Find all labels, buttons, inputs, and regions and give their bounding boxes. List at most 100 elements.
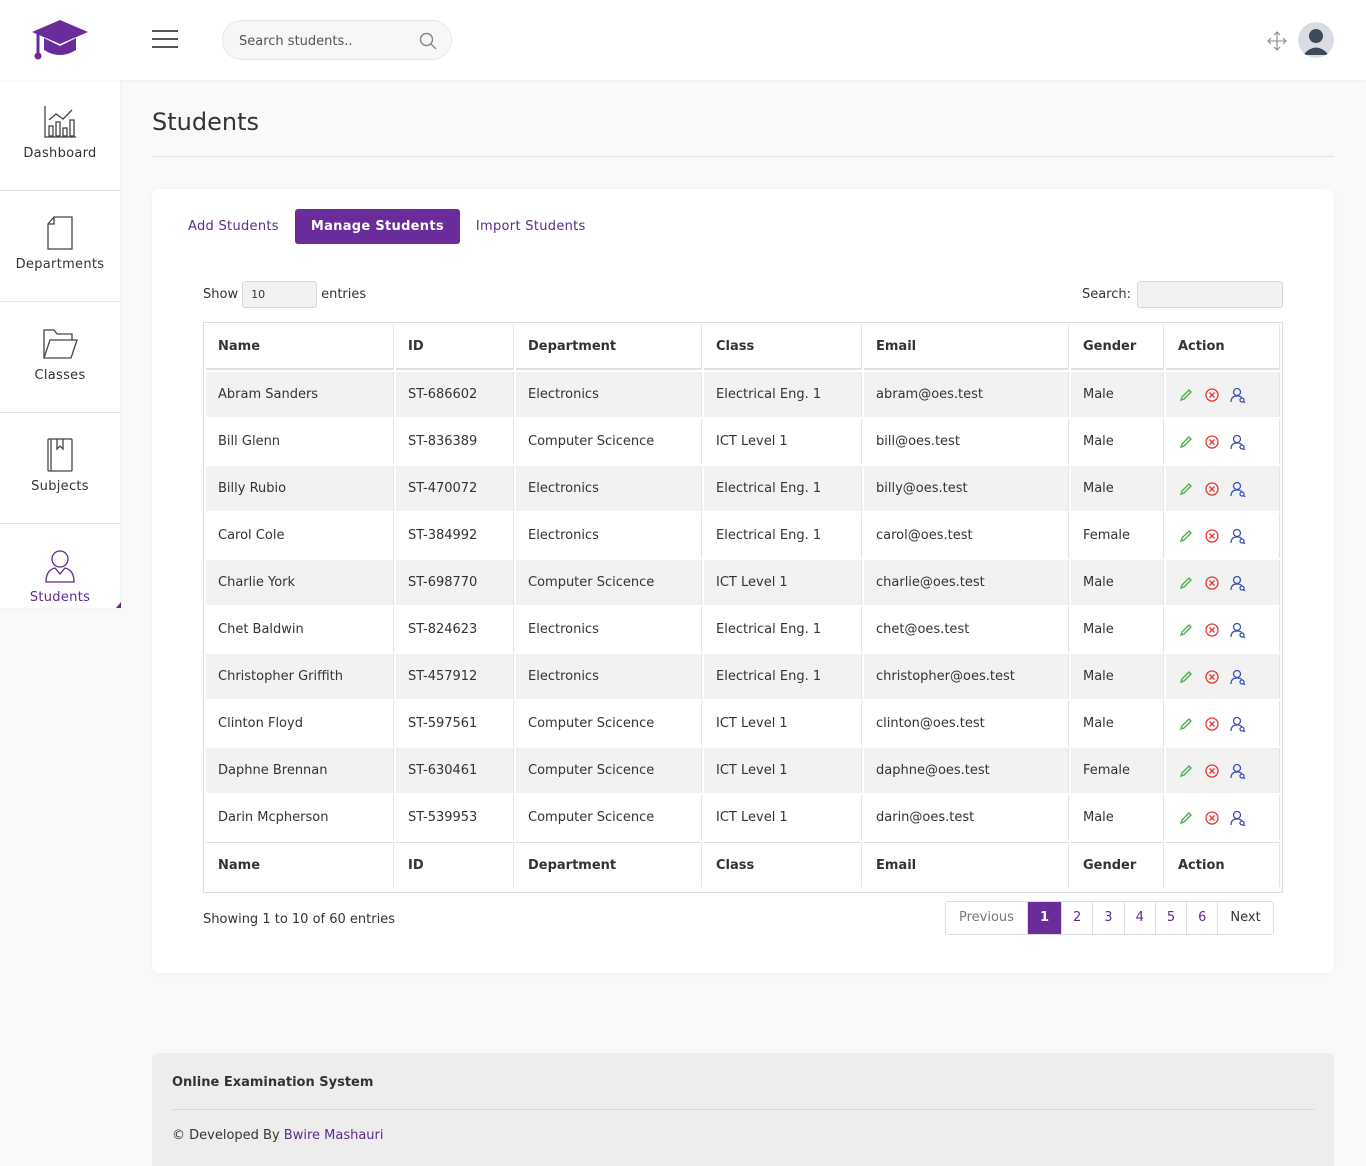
search-label: Search: xyxy=(1081,287,1131,302)
edit-icon[interactable] xyxy=(1178,763,1194,779)
view-profile-icon[interactable] xyxy=(1230,622,1246,638)
cell-email: bill@oes.test xyxy=(864,419,1069,464)
pagination-page-5[interactable]: 5 xyxy=(1154,902,1186,934)
edit-icon[interactable] xyxy=(1178,669,1194,685)
view-profile-icon[interactable] xyxy=(1230,528,1246,544)
edit-icon[interactable] xyxy=(1178,481,1194,497)
cell-id: ST-686602 xyxy=(396,372,514,417)
row-actions xyxy=(1178,763,1267,779)
search-input[interactable] xyxy=(239,31,409,51)
table-row: Darin Mcpherson ST-539953 Computer Scicenc… xyxy=(206,795,1280,840)
delete-icon[interactable] xyxy=(1204,481,1220,497)
column-footer-id: ID xyxy=(396,842,514,887)
cell-gender: Male xyxy=(1071,607,1164,652)
view-profile-icon[interactable] xyxy=(1230,669,1246,685)
search-icon[interactable] xyxy=(419,32,437,50)
cell-action xyxy=(1166,795,1280,840)
edit-icon[interactable] xyxy=(1178,810,1194,826)
sidebar-item-students[interactable]: Students xyxy=(0,524,120,610)
cell-department: Computer Scicence xyxy=(516,748,702,793)
cell-email: charlie@oes.test xyxy=(864,560,1069,605)
row-actions xyxy=(1178,387,1267,403)
sidebar-item-classes[interactable]: Classes xyxy=(0,302,120,413)
edit-icon[interactable] xyxy=(1178,622,1194,638)
table-row: Charlie York ST-698770 Computer Scicence IC… xyxy=(206,560,1280,605)
pagination-next[interactable]: Next xyxy=(1217,902,1272,934)
cell-email: darin@oes.test xyxy=(864,795,1069,840)
cell-action xyxy=(1166,654,1280,699)
table-search-input[interactable] xyxy=(1137,281,1283,308)
edit-icon[interactable] xyxy=(1178,575,1194,591)
cell-class: Electrical Eng. 1 xyxy=(704,466,862,511)
sidebar-item-dashboard[interactable]: Dashboard xyxy=(0,80,120,191)
pagination-page-3[interactable]: 3 xyxy=(1092,902,1123,934)
cell-gender: Male xyxy=(1071,372,1164,417)
pagination-page-6[interactable]: 6 xyxy=(1186,902,1217,934)
cell-id: ST-539953 xyxy=(396,795,514,840)
edit-icon[interactable] xyxy=(1178,434,1194,450)
pagination-page-2[interactable]: 2 xyxy=(1061,902,1092,934)
view-profile-icon[interactable] xyxy=(1230,810,1246,826)
table-row: Billy Rubio ST-470072 Electronics Electrica… xyxy=(206,466,1280,511)
view-profile-icon[interactable] xyxy=(1230,481,1246,497)
entries-label: entries xyxy=(321,287,367,302)
tab-import-students[interactable]: Import Students xyxy=(475,219,586,234)
cell-email: abram@oes.test xyxy=(864,372,1069,417)
column-header-class[interactable]: Class xyxy=(704,325,862,370)
delete-icon[interactable] xyxy=(1204,810,1220,826)
cell-email: christopher@oes.test xyxy=(864,654,1069,699)
cell-class: Electrical Eng. 1 xyxy=(704,372,862,417)
column-header-gender[interactable]: Gender xyxy=(1071,325,1164,370)
row-actions xyxy=(1178,669,1267,685)
delete-icon[interactable] xyxy=(1204,622,1220,638)
view-profile-icon[interactable] xyxy=(1230,716,1246,732)
column-header-action: Action xyxy=(1166,325,1280,370)
sidebar-item-subjects[interactable]: Subjects xyxy=(0,413,120,524)
edit-icon[interactable] xyxy=(1178,528,1194,544)
column-header-email[interactable]: Email xyxy=(864,325,1069,370)
cell-name: Bill Glenn xyxy=(206,419,394,464)
delete-icon[interactable] xyxy=(1204,669,1220,685)
delete-icon[interactable] xyxy=(1204,434,1220,450)
cell-class: Electrical Eng. 1 xyxy=(704,513,862,558)
edit-icon[interactable] xyxy=(1178,387,1194,403)
sidebar: Dashboard Departments Classes Subjects xyxy=(0,80,120,608)
view-profile-icon[interactable] xyxy=(1230,434,1246,450)
table-row: Bill Glenn ST-836389 Computer Scicence ICT … xyxy=(206,419,1280,464)
view-profile-icon[interactable] xyxy=(1230,575,1246,591)
author-link[interactable]: Bwire Mashauri xyxy=(283,1128,384,1143)
cell-class: ICT Level 1 xyxy=(704,795,862,840)
row-actions xyxy=(1178,528,1267,544)
view-profile-icon[interactable] xyxy=(1230,763,1246,779)
delete-icon[interactable] xyxy=(1204,528,1220,544)
column-header-name[interactable]: Name xyxy=(206,325,394,370)
footer-title: Online Examination System xyxy=(172,1075,374,1090)
table-info: Showing 1 to 10 of 60 entries xyxy=(203,912,395,927)
cell-department: Computer Scicence xyxy=(516,419,702,464)
column-header-id[interactable]: ID xyxy=(396,325,514,370)
pagination-page-4[interactable]: 4 xyxy=(1123,902,1155,934)
tab-add-students[interactable]: Add Students xyxy=(188,219,279,234)
column-footer-gender: Gender xyxy=(1071,842,1164,887)
delete-icon[interactable] xyxy=(1204,763,1220,779)
tab-manage-students[interactable]: Manage Students xyxy=(294,209,460,244)
graduation-cap-logo[interactable] xyxy=(30,18,90,64)
delete-icon[interactable] xyxy=(1204,575,1220,591)
pagination-page-1[interactable]: 1 xyxy=(1026,902,1061,934)
pagination-previous[interactable]: Previous xyxy=(959,910,1014,925)
cell-id: ST-457912 xyxy=(396,654,514,699)
fullscreen-icon[interactable] xyxy=(1266,30,1288,52)
sidebar-item-departments[interactable]: Departments xyxy=(0,191,120,302)
avatar[interactable] xyxy=(1298,22,1334,58)
footer-copyright: © Developed By Bwire Mashauri xyxy=(172,1128,384,1143)
edit-icon[interactable] xyxy=(1178,716,1194,732)
view-profile-icon[interactable] xyxy=(1230,387,1246,403)
delete-icon[interactable] xyxy=(1204,716,1220,732)
entries-select[interactable] xyxy=(242,281,318,308)
hamburger-menu-icon[interactable] xyxy=(152,30,178,50)
cell-gender: Male xyxy=(1071,795,1164,840)
column-header-department[interactable]: Department xyxy=(516,325,702,370)
cell-email: chet@oes.test xyxy=(864,607,1069,652)
delete-icon[interactable] xyxy=(1204,387,1220,403)
sidebar-item-label: Students xyxy=(29,590,91,605)
